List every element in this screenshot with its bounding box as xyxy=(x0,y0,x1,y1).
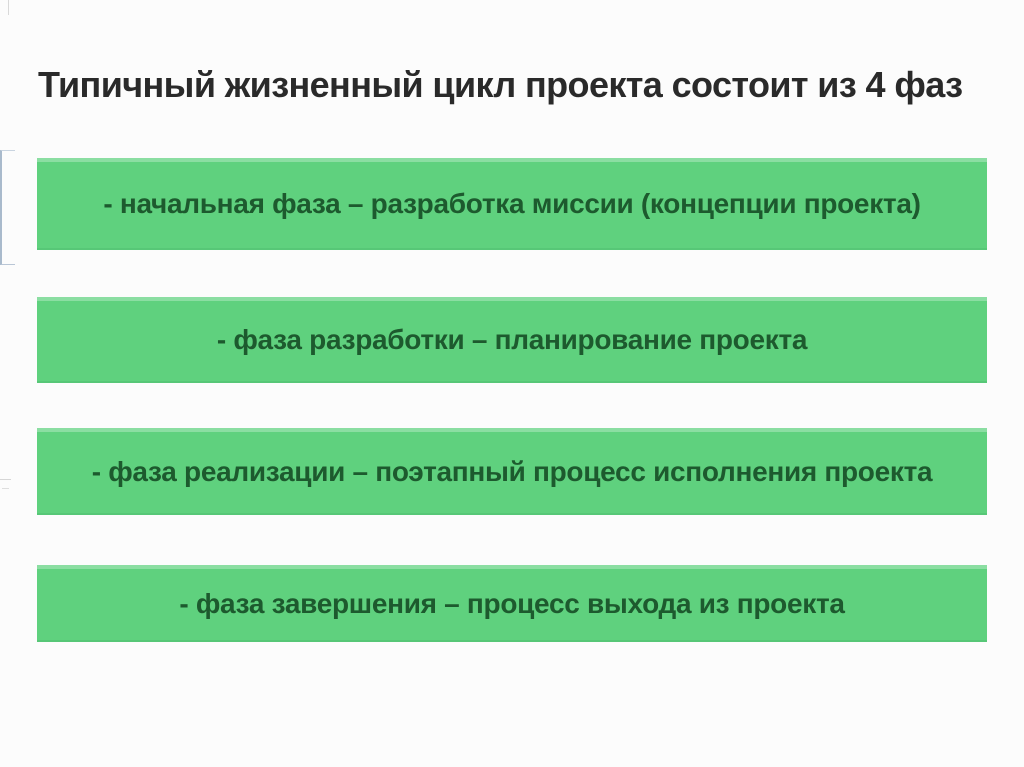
phase-bar-completion: - фаза завершения – процесс выхода из пр… xyxy=(37,565,987,642)
phase-bar-realization: - фаза реализации – поэтапный процесс ис… xyxy=(37,428,987,515)
phase-bar-label: - фаза разработки – планирование проекта xyxy=(216,324,808,355)
phase-bar-label: - фаза завершения – процесс выхода из пр… xyxy=(179,587,845,619)
left-edge-line-artifact xyxy=(8,0,9,15)
slide-title: Типичный жизненный цикл проекта состоит … xyxy=(38,64,963,105)
left-edge-dash-artifact xyxy=(0,479,11,480)
phase-bar-development: - фаза разработки – планирование проекта xyxy=(37,297,987,383)
left-edge-dash-artifact xyxy=(2,488,9,489)
phase-bar-label: - начальная фаза – разработка миссии (ко… xyxy=(103,188,921,219)
left-edge-bracket-artifact xyxy=(0,150,15,265)
phase-bar-label: - фаза реализации – поэтапный процесс ис… xyxy=(91,455,933,487)
phase-bar-initial: - начальная фаза – разработка миссии (ко… xyxy=(37,158,987,250)
